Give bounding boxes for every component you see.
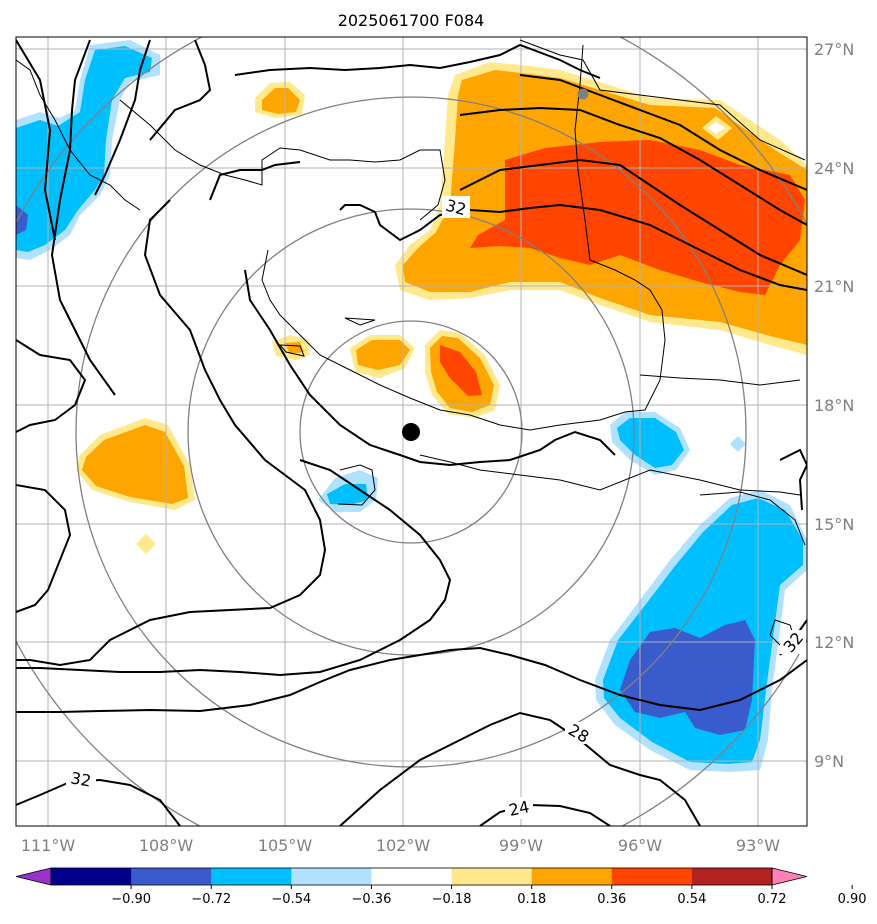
colorbar-tick-label: 0.72 [758,892,787,907]
map-frame [15,36,808,827]
colorbar-tick-label: 0.36 [597,892,626,907]
colorbar-swatch [691,868,773,885]
colorbar-swatch [611,868,693,885]
colorbar-swatch [531,868,613,885]
colorbar-swatch [51,868,132,885]
colorbar-tick-label: −0.18 [432,892,472,907]
colorbar-extension-high [771,867,808,886]
lon-tick-label: 102°W [376,836,431,855]
colorbar-tick-label: 0.54 [677,892,706,907]
lat-tick-label: 12°N [814,633,854,652]
lon-tick-label: 105°W [258,836,313,855]
map-area: 32 32 32 28 24 [16,37,807,826]
contour-label: 32 [444,196,469,220]
lat-tick-label: 15°N [814,515,854,534]
storm-center-marker [402,423,420,441]
colorbar-tick-label: −0.36 [352,892,392,907]
positive-anomaly-fill [76,62,807,554]
colorbar: −0.90 −0.72 −0.54 −0.36 −0.18 0.18 0.36 0.54 0.7… [15,867,867,907]
lon-tick-label: 96°W [618,836,662,855]
contour-label: 24 [507,797,531,820]
lat-tick-label: 18°N [814,396,854,415]
colorbar-tick-label: 0.18 [517,892,546,907]
lon-tick-label: 108°W [139,836,194,855]
lat-tick-label: 24°N [814,159,854,178]
map-title: 2025061700 F084 [338,11,485,30]
colorbar-swatch [291,868,372,885]
colorbar-swatch [131,868,212,885]
lat-tick-label: 9°N [814,752,844,771]
colorbar-tick-label: −0.54 [271,892,311,907]
colorbar-tick-label: −0.90 [111,892,151,907]
contour-label-bg [66,196,806,819]
colorbar-swatch [211,868,292,885]
colorbar-tick-label: −0.72 [191,892,231,907]
contour-label: 32 [69,768,92,790]
colorbar-frame [50,867,773,886]
colorbar-tick-label: 0.90 [838,892,867,907]
lon-tick-labels: 111°W 108°W 105°W 102°W 99°W 96°W 93°W [21,836,780,855]
colorbar-extension-low [15,867,52,886]
contour-lines [16,39,807,826]
colorbar-swatch [451,868,533,885]
coastlines [16,39,806,651]
lat-tick-label: 27°N [814,40,854,59]
lon-tick-label: 93°W [736,836,780,855]
lat-tick-label: 21°N [814,277,854,296]
lon-tick-label: 111°W [21,836,76,855]
lon-tick-label: 99°W [499,836,543,855]
colorbar-swatch [371,868,453,885]
lat-tick-labels: 27°N 24°N 21°N 18°N 15°N 12°N 9°N [814,40,854,771]
station-marker [577,88,589,100]
